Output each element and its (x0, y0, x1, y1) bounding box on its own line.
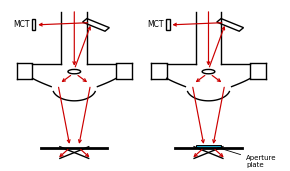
Bar (195, 145, 222, 148)
Polygon shape (217, 19, 244, 31)
Bar (32, 19, 35, 30)
Text: MCT: MCT (13, 19, 30, 29)
Ellipse shape (68, 69, 81, 74)
Polygon shape (83, 19, 109, 31)
Ellipse shape (202, 69, 215, 74)
Bar (166, 19, 170, 30)
Text: MCT: MCT (147, 19, 164, 29)
Text: Aperture
plate: Aperture plate (218, 147, 276, 168)
